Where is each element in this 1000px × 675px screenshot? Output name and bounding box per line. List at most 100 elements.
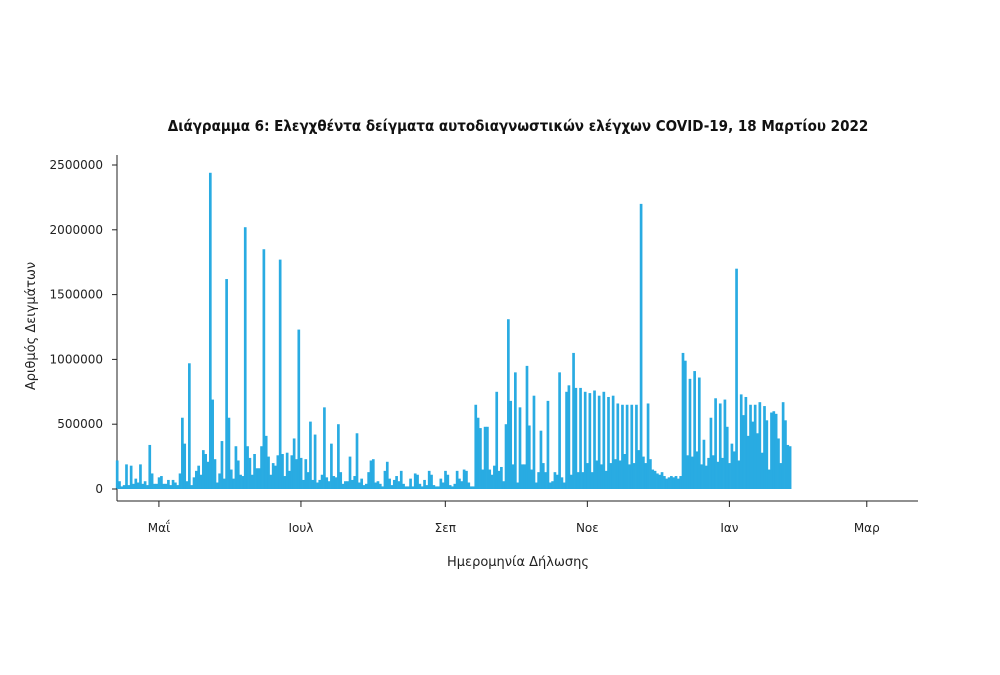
bar xyxy=(693,371,696,489)
bar xyxy=(132,483,135,489)
bar xyxy=(609,463,613,489)
x-tick-label: Μαρ xyxy=(854,521,880,535)
bar xyxy=(323,407,326,489)
bar xyxy=(737,460,741,489)
bar xyxy=(337,424,340,489)
bar xyxy=(616,403,620,489)
bar xyxy=(679,476,683,489)
bar xyxy=(555,474,559,489)
bar xyxy=(467,482,471,489)
bar xyxy=(334,477,338,489)
bar xyxy=(590,472,594,489)
bar xyxy=(560,477,564,489)
x-tick-label: Σεπ xyxy=(435,521,456,535)
bar xyxy=(488,469,492,489)
bar xyxy=(744,396,748,489)
bar xyxy=(220,441,224,489)
bar xyxy=(548,482,552,489)
bar xyxy=(351,479,354,489)
bar xyxy=(665,478,669,489)
bar xyxy=(190,485,194,489)
bar xyxy=(208,172,212,489)
bar xyxy=(432,485,436,489)
bar xyxy=(181,417,184,489)
bar xyxy=(558,372,561,489)
y-axis-label: Αριθμός Δειγμάτων xyxy=(24,262,39,390)
bar xyxy=(777,438,780,489)
bar xyxy=(332,476,336,489)
bar xyxy=(185,481,189,489)
bar xyxy=(304,459,308,489)
y-ticks-group: 0 500000 1000000 1500000 2000000 2500000 xyxy=(50,158,117,496)
bar xyxy=(260,446,263,489)
bar xyxy=(602,391,606,489)
bar xyxy=(781,402,785,489)
y-tick-label: 500000 xyxy=(57,417,103,431)
bar xyxy=(402,483,405,489)
bar xyxy=(362,485,366,489)
bar xyxy=(509,400,513,489)
bar xyxy=(309,421,312,489)
bar xyxy=(341,483,345,489)
bar xyxy=(753,404,757,489)
chart-title: Διάγραμμα 6: Ελεγχθέντα δείγματα αυτοδια… xyxy=(168,117,869,135)
bar xyxy=(320,474,324,489)
x-tick-label: Ιαν xyxy=(720,521,738,535)
bar xyxy=(390,485,394,489)
bar xyxy=(656,473,659,489)
bar xyxy=(267,456,270,489)
bar xyxy=(199,474,203,489)
bar xyxy=(718,403,722,489)
bar xyxy=(367,472,370,489)
bar xyxy=(474,404,478,489)
bar xyxy=(739,394,743,489)
bar xyxy=(353,476,357,489)
bar xyxy=(600,464,603,489)
bar xyxy=(376,481,380,489)
bar xyxy=(618,460,622,489)
bar xyxy=(607,396,610,489)
bar xyxy=(632,463,636,489)
bar xyxy=(646,403,650,489)
bar xyxy=(707,457,710,489)
bar xyxy=(148,444,152,489)
bar xyxy=(262,249,266,489)
bar xyxy=(448,485,452,489)
bar xyxy=(465,470,468,489)
bar xyxy=(544,472,547,489)
bar xyxy=(406,486,410,489)
bar xyxy=(325,477,329,489)
bar xyxy=(330,443,333,489)
bar xyxy=(285,452,289,489)
bar xyxy=(588,393,592,489)
bar xyxy=(760,452,764,489)
bar xyxy=(758,402,762,489)
bar xyxy=(604,470,608,489)
bar xyxy=(139,464,142,489)
bar xyxy=(418,483,422,489)
bar xyxy=(281,454,284,489)
bar xyxy=(765,420,769,489)
bar xyxy=(327,481,331,489)
bar xyxy=(690,456,694,489)
bar xyxy=(206,461,210,489)
bar xyxy=(486,426,489,489)
bar xyxy=(670,476,673,489)
bar xyxy=(313,434,317,489)
bar xyxy=(774,413,778,489)
bar xyxy=(311,479,315,489)
bar xyxy=(546,400,550,489)
bar xyxy=(292,438,296,489)
x-tick-label: Νοε xyxy=(576,521,599,535)
bar xyxy=(364,483,368,489)
bar xyxy=(253,454,256,489)
bar xyxy=(576,472,580,489)
bar xyxy=(204,454,207,489)
bar xyxy=(434,486,438,489)
bar xyxy=(234,446,238,489)
bar xyxy=(639,203,643,489)
bar xyxy=(725,426,729,489)
bar xyxy=(399,470,403,489)
bar xyxy=(763,406,766,489)
